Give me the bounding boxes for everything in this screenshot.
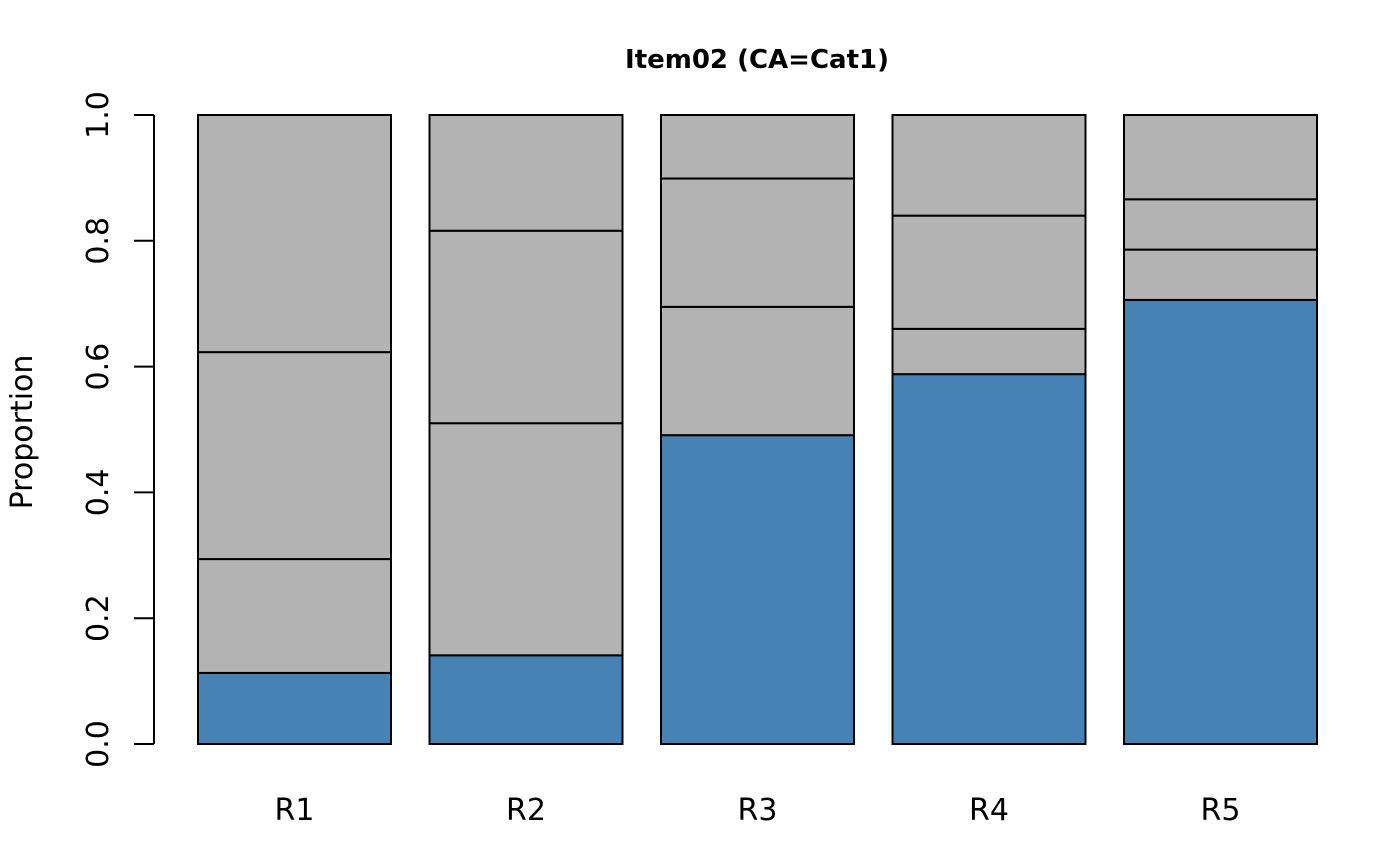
y-axis-label: Proportion — [5, 355, 40, 510]
bar-segment-other — [197, 558, 392, 674]
y-axis: 0.0 0.2 0.4 0.6 0.8 1.0 Proportion — [5, 91, 155, 768]
bar-segment-other — [197, 114, 392, 354]
y-tick-label: 0.6 — [81, 343, 116, 391]
y-ticks-group: 0.0 0.2 0.4 0.6 0.8 1.0 — [81, 91, 154, 768]
y-tick-label: 0.4 — [81, 469, 116, 517]
plot-area — [197, 114, 1318, 745]
bar-r3 — [660, 114, 855, 745]
bar-r4 — [891, 114, 1087, 745]
chart-title: Item02 (CA=Cat1) — [625, 45, 889, 75]
x-tick-label: R4 — [969, 793, 1009, 828]
bar-r1 — [197, 114, 392, 745]
bar-segment-other — [660, 177, 855, 308]
bar-segment-other — [891, 214, 1087, 330]
bar-r5 — [1123, 114, 1318, 745]
bars-group — [197, 114, 1318, 745]
bar-segment-other — [428, 422, 624, 657]
bar-segment-other — [1123, 114, 1318, 201]
y-tick-label: 0.2 — [81, 594, 116, 642]
y-tick-label: 0.8 — [81, 217, 116, 265]
bar-segment-other — [891, 114, 1087, 217]
x-tick-label: R3 — [738, 793, 778, 828]
bar-segment-correct — [197, 671, 392, 745]
bar-segment-other — [197, 351, 392, 561]
bar-segment-other — [428, 229, 624, 425]
bar-segment-other — [891, 327, 1087, 376]
bar-segment-correct — [660, 434, 855, 745]
bar-segment-other — [660, 305, 855, 437]
bar-r2 — [428, 114, 624, 745]
x-tick-label: R5 — [1201, 793, 1241, 828]
bar-segment-other — [660, 114, 855, 180]
y-tick-label: 1.0 — [81, 91, 116, 139]
bar-segment-other — [428, 114, 624, 232]
x-tick-label: R2 — [506, 793, 546, 828]
bar-segment-other — [1123, 248, 1318, 301]
bar-segment-other — [1123, 198, 1318, 251]
x-axis-labels: R1 R2 R3 R4 R5 — [275, 793, 1241, 828]
x-tick-label: R1 — [275, 793, 315, 828]
y-tick-label: 0.0 — [81, 720, 116, 768]
bar-segment-correct — [891, 373, 1087, 745]
bar-segment-correct — [428, 654, 624, 745]
bar-segment-correct — [1123, 298, 1318, 745]
